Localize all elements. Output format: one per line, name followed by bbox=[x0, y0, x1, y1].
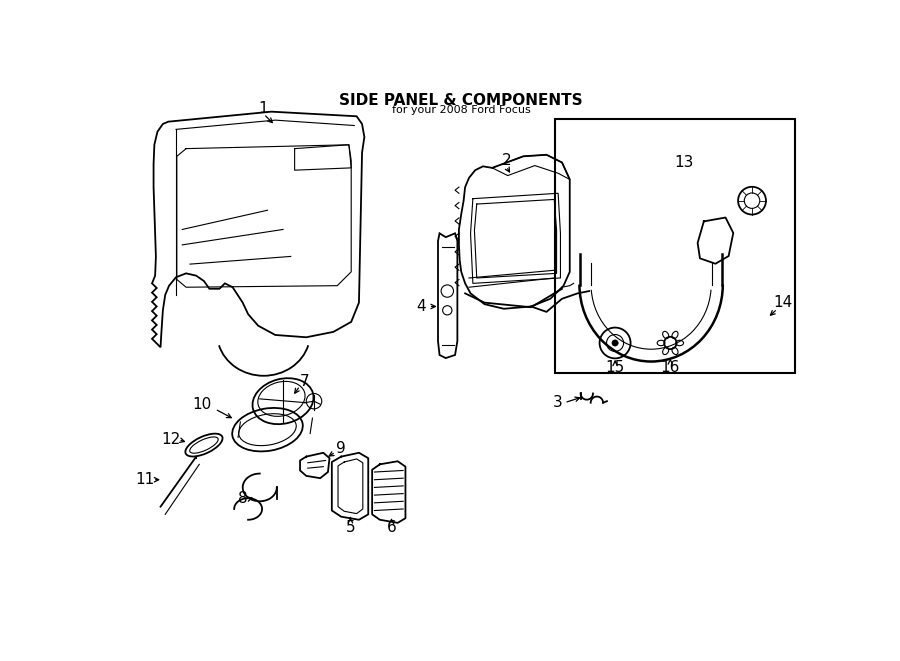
Text: 11: 11 bbox=[135, 472, 155, 487]
Text: 12: 12 bbox=[161, 432, 180, 447]
Text: SIDE PANEL & COMPONENTS: SIDE PANEL & COMPONENTS bbox=[339, 93, 583, 108]
Text: 15: 15 bbox=[606, 360, 625, 375]
Text: 7: 7 bbox=[300, 373, 310, 389]
Text: 6: 6 bbox=[387, 520, 396, 535]
Text: 13: 13 bbox=[675, 155, 694, 170]
Text: 1: 1 bbox=[259, 101, 268, 116]
Text: 16: 16 bbox=[661, 360, 680, 375]
Bar bbox=[555, 120, 796, 373]
Text: 4: 4 bbox=[416, 299, 426, 314]
Text: 10: 10 bbox=[192, 397, 211, 412]
Text: 9: 9 bbox=[337, 442, 346, 456]
Text: for your 2008 Ford Focus: for your 2008 Ford Focus bbox=[392, 104, 531, 115]
Text: 14: 14 bbox=[773, 295, 793, 310]
Text: 8: 8 bbox=[238, 492, 248, 506]
Text: 2: 2 bbox=[501, 153, 511, 168]
Circle shape bbox=[612, 340, 618, 346]
Text: 5: 5 bbox=[346, 520, 356, 535]
Text: 3: 3 bbox=[554, 395, 563, 410]
